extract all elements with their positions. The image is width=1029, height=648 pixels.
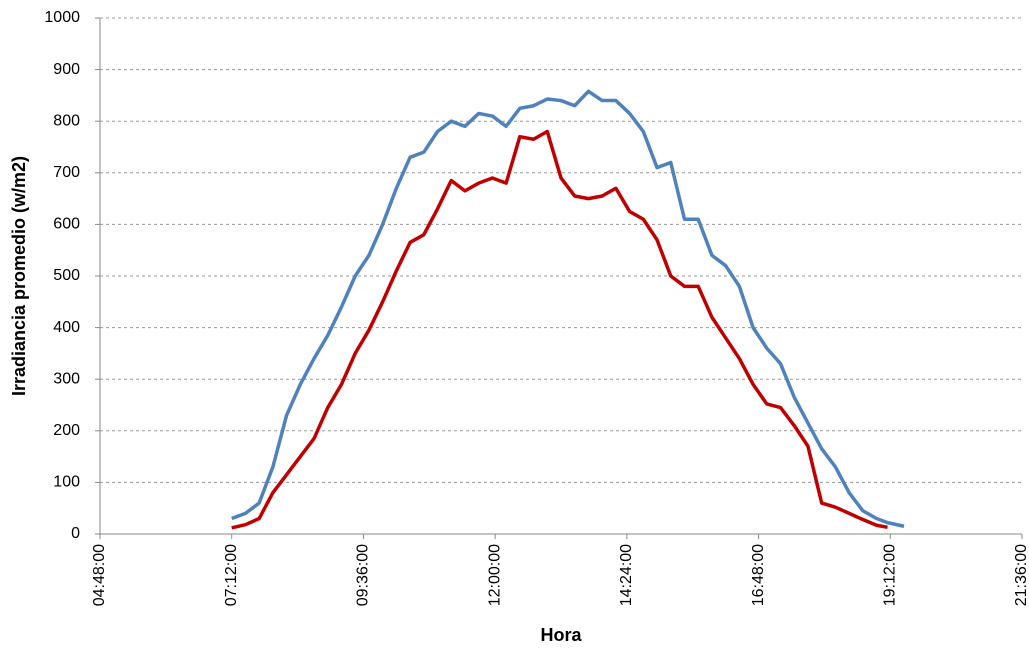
y-tick-label: 400	[53, 319, 80, 336]
x-axis-title: Hora	[540, 625, 582, 645]
y-tick-label: 200	[53, 422, 80, 439]
x-tick-label: 04:48:00	[91, 544, 108, 606]
y-tick-label: 500	[53, 267, 80, 284]
y-tick-label: 0	[71, 525, 80, 542]
x-tick-label: 12:00:00	[486, 544, 503, 606]
y-tick-label: 700	[53, 164, 80, 181]
y-tick-label: 800	[53, 112, 80, 129]
y-tick-label: 1000	[44, 9, 80, 26]
series-line	[231, 89, 905, 528]
x-tick-label: 09:36:00	[355, 544, 372, 606]
y-tick-label: 100	[53, 474, 80, 491]
x-tick-label: 14:24:00	[618, 544, 635, 606]
y-tick-label: 900	[53, 61, 80, 78]
series-line	[231, 129, 888, 530]
y-tick-label: 600	[53, 216, 80, 233]
x-tick-label: 19:12:00	[882, 544, 899, 606]
x-tick-label: 07:12:00	[223, 544, 240, 606]
y-tick-label: 300	[53, 370, 80, 387]
x-tick-label: 16:48:00	[750, 544, 767, 606]
x-tick-label: 21:36:00	[1013, 544, 1029, 606]
y-axis-title: Irradiancia promedio (w/m2)	[9, 156, 29, 396]
